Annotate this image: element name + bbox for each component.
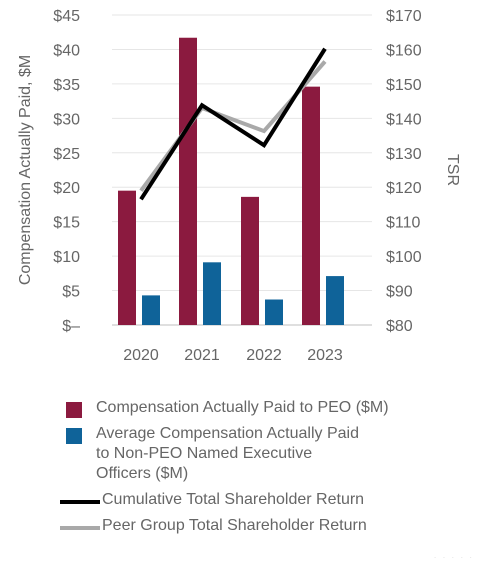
peo-bar [241, 196, 259, 325]
y-tick-label: $– [62, 318, 80, 335]
y-tick-label: $15 [53, 215, 80, 232]
y2-tick-label: $110 [386, 215, 421, 232]
y-tick-label: $10 [53, 249, 80, 266]
x-tick-label: 2022 [246, 347, 282, 364]
y-tick-label: $20 [53, 180, 80, 197]
x-tick-label: 2021 [184, 347, 220, 364]
legend-label: Average Compensation Actually Paid to No… [96, 425, 359, 482]
legend-item: Peer Group Total Shareholder Return [60, 516, 470, 536]
y-tick-label: $30 [53, 111, 80, 128]
y-axis-title: Compensation Actually Paid, $M [17, 55, 34, 285]
gridlines [112, 14, 372, 326]
decorative-dots: · · · · · [433, 553, 474, 562]
y2-tick-label: $160 [386, 42, 422, 59]
y2-tick-label: $140 [386, 111, 422, 128]
peo-bar [302, 86, 320, 326]
x-tick-label: 2023 [307, 347, 343, 364]
y-tick-label: $5 [62, 284, 80, 301]
legend-item: Compensation Actually Paid to PEO ($M) [60, 398, 470, 418]
y2-tick-label: $100 [386, 249, 422, 266]
x-axis-ticks: 2020 2021 2022 2023 [123, 347, 343, 364]
y-tick-label: $45 [53, 8, 80, 25]
legend: Compensation Actually Paid to PEO ($M) Av… [60, 398, 470, 542]
y2-axis-title: TSR [444, 154, 461, 186]
y-tick-label: $35 [53, 77, 80, 94]
y2-tick-label: $150 [386, 77, 422, 94]
x-tick-label: 2020 [123, 347, 159, 364]
y2-tick-label: $80 [386, 318, 413, 335]
legend-line-swatch [60, 526, 100, 530]
y2-tick-label: $170 [386, 8, 422, 25]
tsr-line [139, 47, 327, 201]
non-peo-bar [142, 295, 160, 325]
peo-bar [179, 37, 197, 325]
combo-chart: $–$5$10$15$20$25$30$35$40$45 $80$90$100$… [17, 8, 461, 364]
peo-bar [118, 190, 136, 325]
legend-label: Cumulative Total Shareholder Return [102, 491, 365, 508]
legend-item: Average Compensation Actually Paid to No… [60, 424, 470, 484]
right-axis-ticks: $80 $90 $100 $110 $120 $130 $140 $150 $160 $170 [386, 8, 422, 335]
y2-tick-label: $130 [386, 146, 422, 163]
bar-series [118, 37, 344, 326]
legend-box-swatch [66, 402, 82, 418]
non-peo-bar [265, 299, 283, 325]
legend-box-swatch [66, 428, 82, 444]
legend-item: Cumulative Total Shareholder Return [60, 490, 470, 510]
y2-tick-label: $120 [386, 180, 422, 197]
non-peo-bar [326, 276, 344, 325]
legend-label: Compensation Actually Paid to PEO ($M) [96, 399, 389, 416]
line-series [139, 47, 327, 201]
y2-tick-label: $90 [386, 284, 413, 301]
legend-line-swatch [60, 500, 100, 504]
y-tick-label: $40 [53, 42, 80, 59]
y-tick-label: $25 [53, 146, 80, 163]
non-peo-bar [203, 262, 221, 325]
left-axis-ticks: $– $5 $10 $15 $20 $25 $30 $35 $40 $45 [53, 8, 80, 335]
legend-label: Peer Group Total Shareholder Return [102, 517, 367, 534]
